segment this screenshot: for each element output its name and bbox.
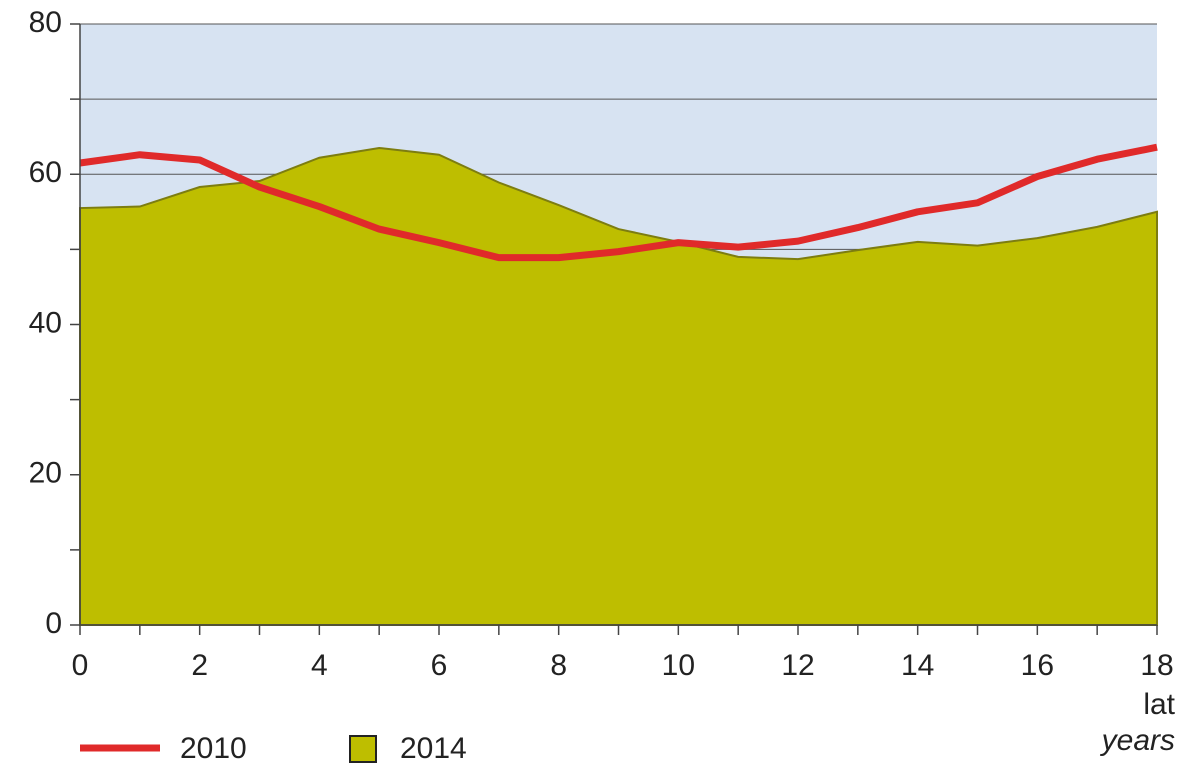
area (79, 146, 1158, 626)
x-tick-label: 0 (72, 649, 89, 682)
x-tick-label: 14 (901, 649, 934, 682)
x-tick-label: 8 (550, 649, 567, 682)
y-tick-label: 20 (29, 457, 62, 490)
x-tick-label: 18 (1140, 649, 1173, 682)
y-tick-label: 80 (29, 6, 62, 39)
legend-swatch (349, 735, 377, 763)
y-tick-label: 0 (45, 607, 62, 640)
x-tick-label: 16 (1021, 649, 1054, 682)
x-tick-label: 12 (781, 649, 814, 682)
x-tick-label: 6 (431, 649, 448, 682)
x-tick-label: 4 (311, 649, 328, 682)
legend-label: 2010 (180, 732, 247, 765)
legend-label: 2014 (400, 732, 467, 765)
x-axis-label: lat (1143, 688, 1175, 721)
x-axis-label-en: years (1100, 724, 1175, 757)
line (79, 143, 1158, 262)
y-tick-label: 60 (29, 156, 62, 189)
y-tick-label: 40 (29, 306, 62, 339)
x-tick-label: 2 (191, 649, 208, 682)
x-tick-label: 10 (662, 649, 695, 682)
